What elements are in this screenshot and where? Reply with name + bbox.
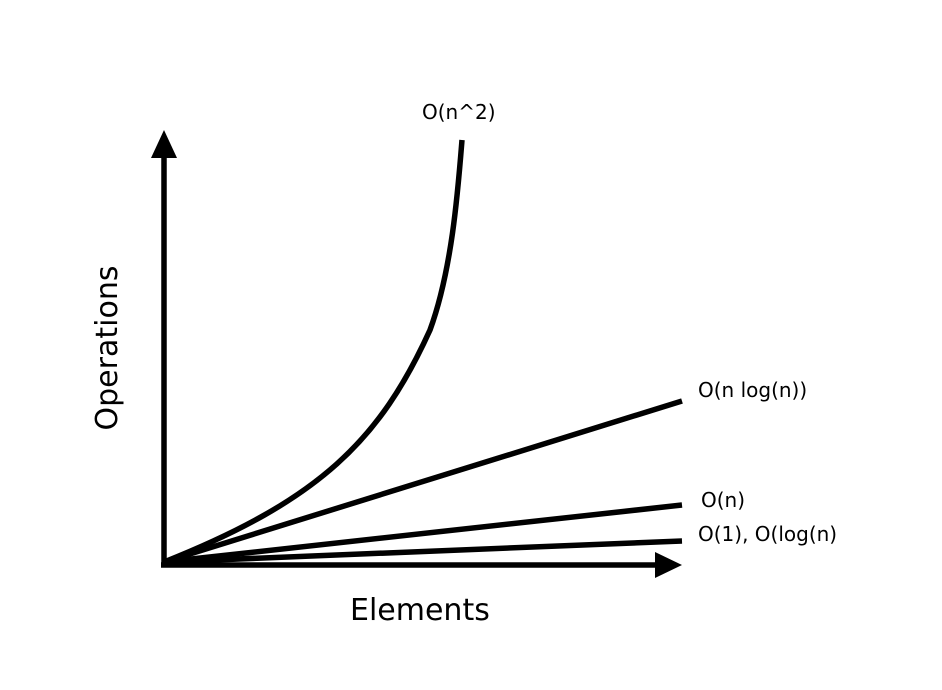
curve-n-squared [162,139,465,565]
label-n: O(n) [701,488,746,512]
x-axis-label: Elements [350,593,490,628]
label-constant-log: O(1), O(log(n) [698,522,838,546]
label-n-log-n: O(n log(n)) [698,378,808,402]
y-axis-arrowhead [151,130,177,158]
curve-n-log-n [163,398,683,565]
x-axis-arrowhead [655,552,682,578]
y-axis-label: Operations [90,265,125,431]
curve-constant-log [163,538,683,565]
label-n-squared: O(n^2) [422,100,496,124]
curve-n [163,502,683,565]
